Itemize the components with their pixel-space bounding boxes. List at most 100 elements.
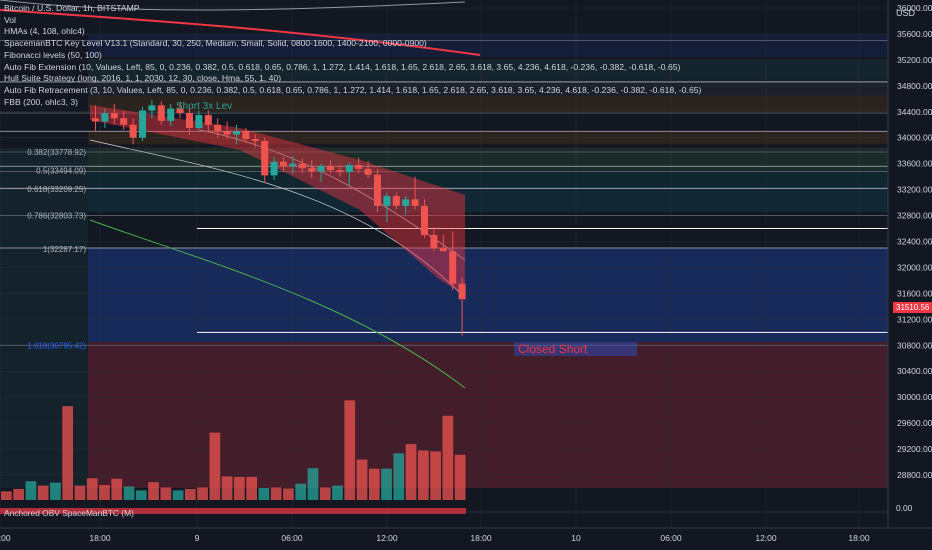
candle-body-7 — [157, 105, 165, 121]
candle-body-6 — [148, 105, 156, 111]
candle-body-31 — [383, 196, 391, 206]
keylevel-indicator-label[interactable]: SpacemanBTC Key Level V13.1 (Standard, 3… — [4, 38, 427, 49]
candle-body-16 — [242, 131, 250, 140]
y-tick-label-3: 34800.00 — [897, 81, 932, 91]
x-tick-label-6: 10 — [571, 533, 581, 543]
y-tick-label-13: 30800.00 — [897, 340, 932, 350]
obv-histogram — [0, 508, 466, 514]
candle-body-27 — [345, 164, 353, 173]
volume-bar-32 — [393, 453, 405, 500]
y-tick-label-12: 31200.00 — [897, 314, 932, 324]
fib-band-6 — [88, 170, 888, 187]
x-tick-label-5: 18:00 — [470, 533, 492, 543]
volume-bar-23 — [283, 488, 294, 500]
candle-body-35 — [421, 205, 428, 236]
fib-level-label-0: 0.382(33778.92) — [27, 148, 86, 157]
candle-body-26 — [336, 170, 344, 173]
fib-band-1 — [88, 59, 888, 80]
fib-level-label-2: 0.618(33209.25) — [27, 185, 86, 194]
y-tick-label-10: 32000.00 — [897, 262, 932, 272]
y-tick-label-1: 35600.00 — [897, 29, 932, 39]
candle-body-12 — [204, 115, 212, 125]
volume-bar-22 — [270, 487, 282, 500]
ma-line-4 — [89, 139, 466, 299]
hmas-indicator-label[interactable]: HMAs (4, 108, ohlc4) — [4, 26, 85, 37]
candle-body-8 — [167, 108, 175, 121]
fib-band-8 — [88, 248, 888, 343]
fiblevels-indicator-label[interactable]: Fibonacci levels (50, 100) — [4, 49, 102, 60]
volume-bar-2 — [25, 481, 37, 500]
volume-bar-18 — [221, 476, 233, 500]
volume-bar-29 — [356, 459, 368, 500]
y-tick-label-17: 29200.00 — [897, 444, 932, 454]
x-tick-label-0: 12:00 — [0, 533, 11, 543]
closed-short-label: Closed Short — [514, 342, 637, 356]
autofib-extension-label[interactable]: Auto Fib Extension (10, Values, Left, 85… — [4, 61, 681, 72]
volume-bar-24 — [295, 483, 307, 500]
volume-bar-0 — [1, 491, 12, 500]
obv-value-label: 0.00 — [896, 503, 913, 513]
hullsuite-strategy-label[interactable]: Hull Suite Strategy (long, 2016, 1, 1, 2… — [4, 73, 282, 84]
volume-bar-20 — [246, 476, 258, 500]
volume-bar-1 — [13, 488, 25, 500]
volume-bar-25 — [307, 468, 319, 500]
y-tick-label-6: 33600.00 — [897, 159, 932, 169]
fib-level-label-4: 1(32287.17) — [43, 245, 86, 254]
candle-body-18 — [261, 140, 269, 176]
currency-label[interactable]: USD — [896, 8, 916, 18]
y-tick-label-8: 32800.00 — [897, 211, 932, 221]
volume-bar-3 — [37, 485, 49, 500]
symbol-title[interactable]: Bitcoin / U.S. Dollar, 1h, BITSTAMP — [4, 3, 140, 13]
fib-band-9 — [88, 342, 888, 488]
candle-body-3 — [120, 118, 128, 125]
obv-indicator-label[interactable]: Anchored OBV SpaceManBTC (M) — [4, 508, 134, 518]
volume-bar-8 — [99, 485, 110, 500]
candle-body-17 — [251, 139, 259, 141]
volume-bar-13 — [160, 487, 172, 500]
fbb-indicator-label[interactable]: FBB (200, ohlc3, 3) — [4, 96, 79, 107]
autofib-retracement-label[interactable]: Auto Fib Retracement (3, 10, Values, Lef… — [4, 84, 702, 95]
volume-bar-21 — [258, 487, 270, 500]
candle-body-13 — [214, 124, 222, 132]
vol-indicator-label[interactable]: Vol — [4, 14, 16, 25]
y-tick-label-16: 29600.00 — [897, 418, 932, 428]
candle-body-28 — [355, 164, 363, 169]
volume-bar-37 — [454, 454, 466, 500]
fib-band-3 — [88, 95, 888, 112]
candle-body-32 — [392, 196, 400, 206]
candle-body-33 — [402, 199, 410, 206]
volume-bar-33 — [405, 444, 417, 500]
volume-bar-36 — [442, 415, 454, 500]
candle-body-15 — [233, 131, 240, 135]
candle-body-34 — [411, 199, 419, 206]
volume-bar-30 — [368, 468, 380, 500]
volume-bar-35 — [430, 451, 441, 500]
y-tick-label-2: 35200.00 — [897, 55, 932, 65]
volume-bar-15 — [184, 488, 196, 500]
x-tick-label-9: 18:00 — [848, 533, 870, 543]
indicator-legend: Bitcoin / U.S. Dollar, 1h, BITSTAMP Vol … — [4, 3, 701, 108]
volume-bar-4 — [50, 482, 61, 500]
volume-bar-12 — [148, 482, 159, 500]
last-price-tag: 31510.56 — [893, 302, 932, 313]
candle-body-23 — [308, 168, 316, 172]
volume-bar-31 — [381, 468, 392, 500]
x-tick-label-2: 9 — [195, 533, 200, 543]
candle-body-14 — [223, 131, 231, 135]
y-tick-label-0: 36000.00 — [897, 3, 932, 13]
candle-body-38 — [449, 251, 457, 284]
candle-body-39 — [458, 283, 466, 300]
volume-bar-34 — [417, 450, 429, 500]
volume-bar-28 — [344, 400, 356, 500]
candle-body-22 — [298, 163, 306, 169]
fib-level-label-3: 0.786(32803.73) — [27, 211, 86, 220]
y-tick-label-18: 28800.00 — [897, 470, 932, 480]
candle-body-19 — [270, 161, 278, 176]
fib-band-0 — [88, 33, 888, 57]
volume-bar-17 — [209, 432, 221, 500]
y-tick-label-7: 33200.00 — [897, 185, 932, 195]
candle-body-9 — [176, 108, 184, 114]
y-tick-label-14: 30400.00 — [897, 366, 932, 376]
